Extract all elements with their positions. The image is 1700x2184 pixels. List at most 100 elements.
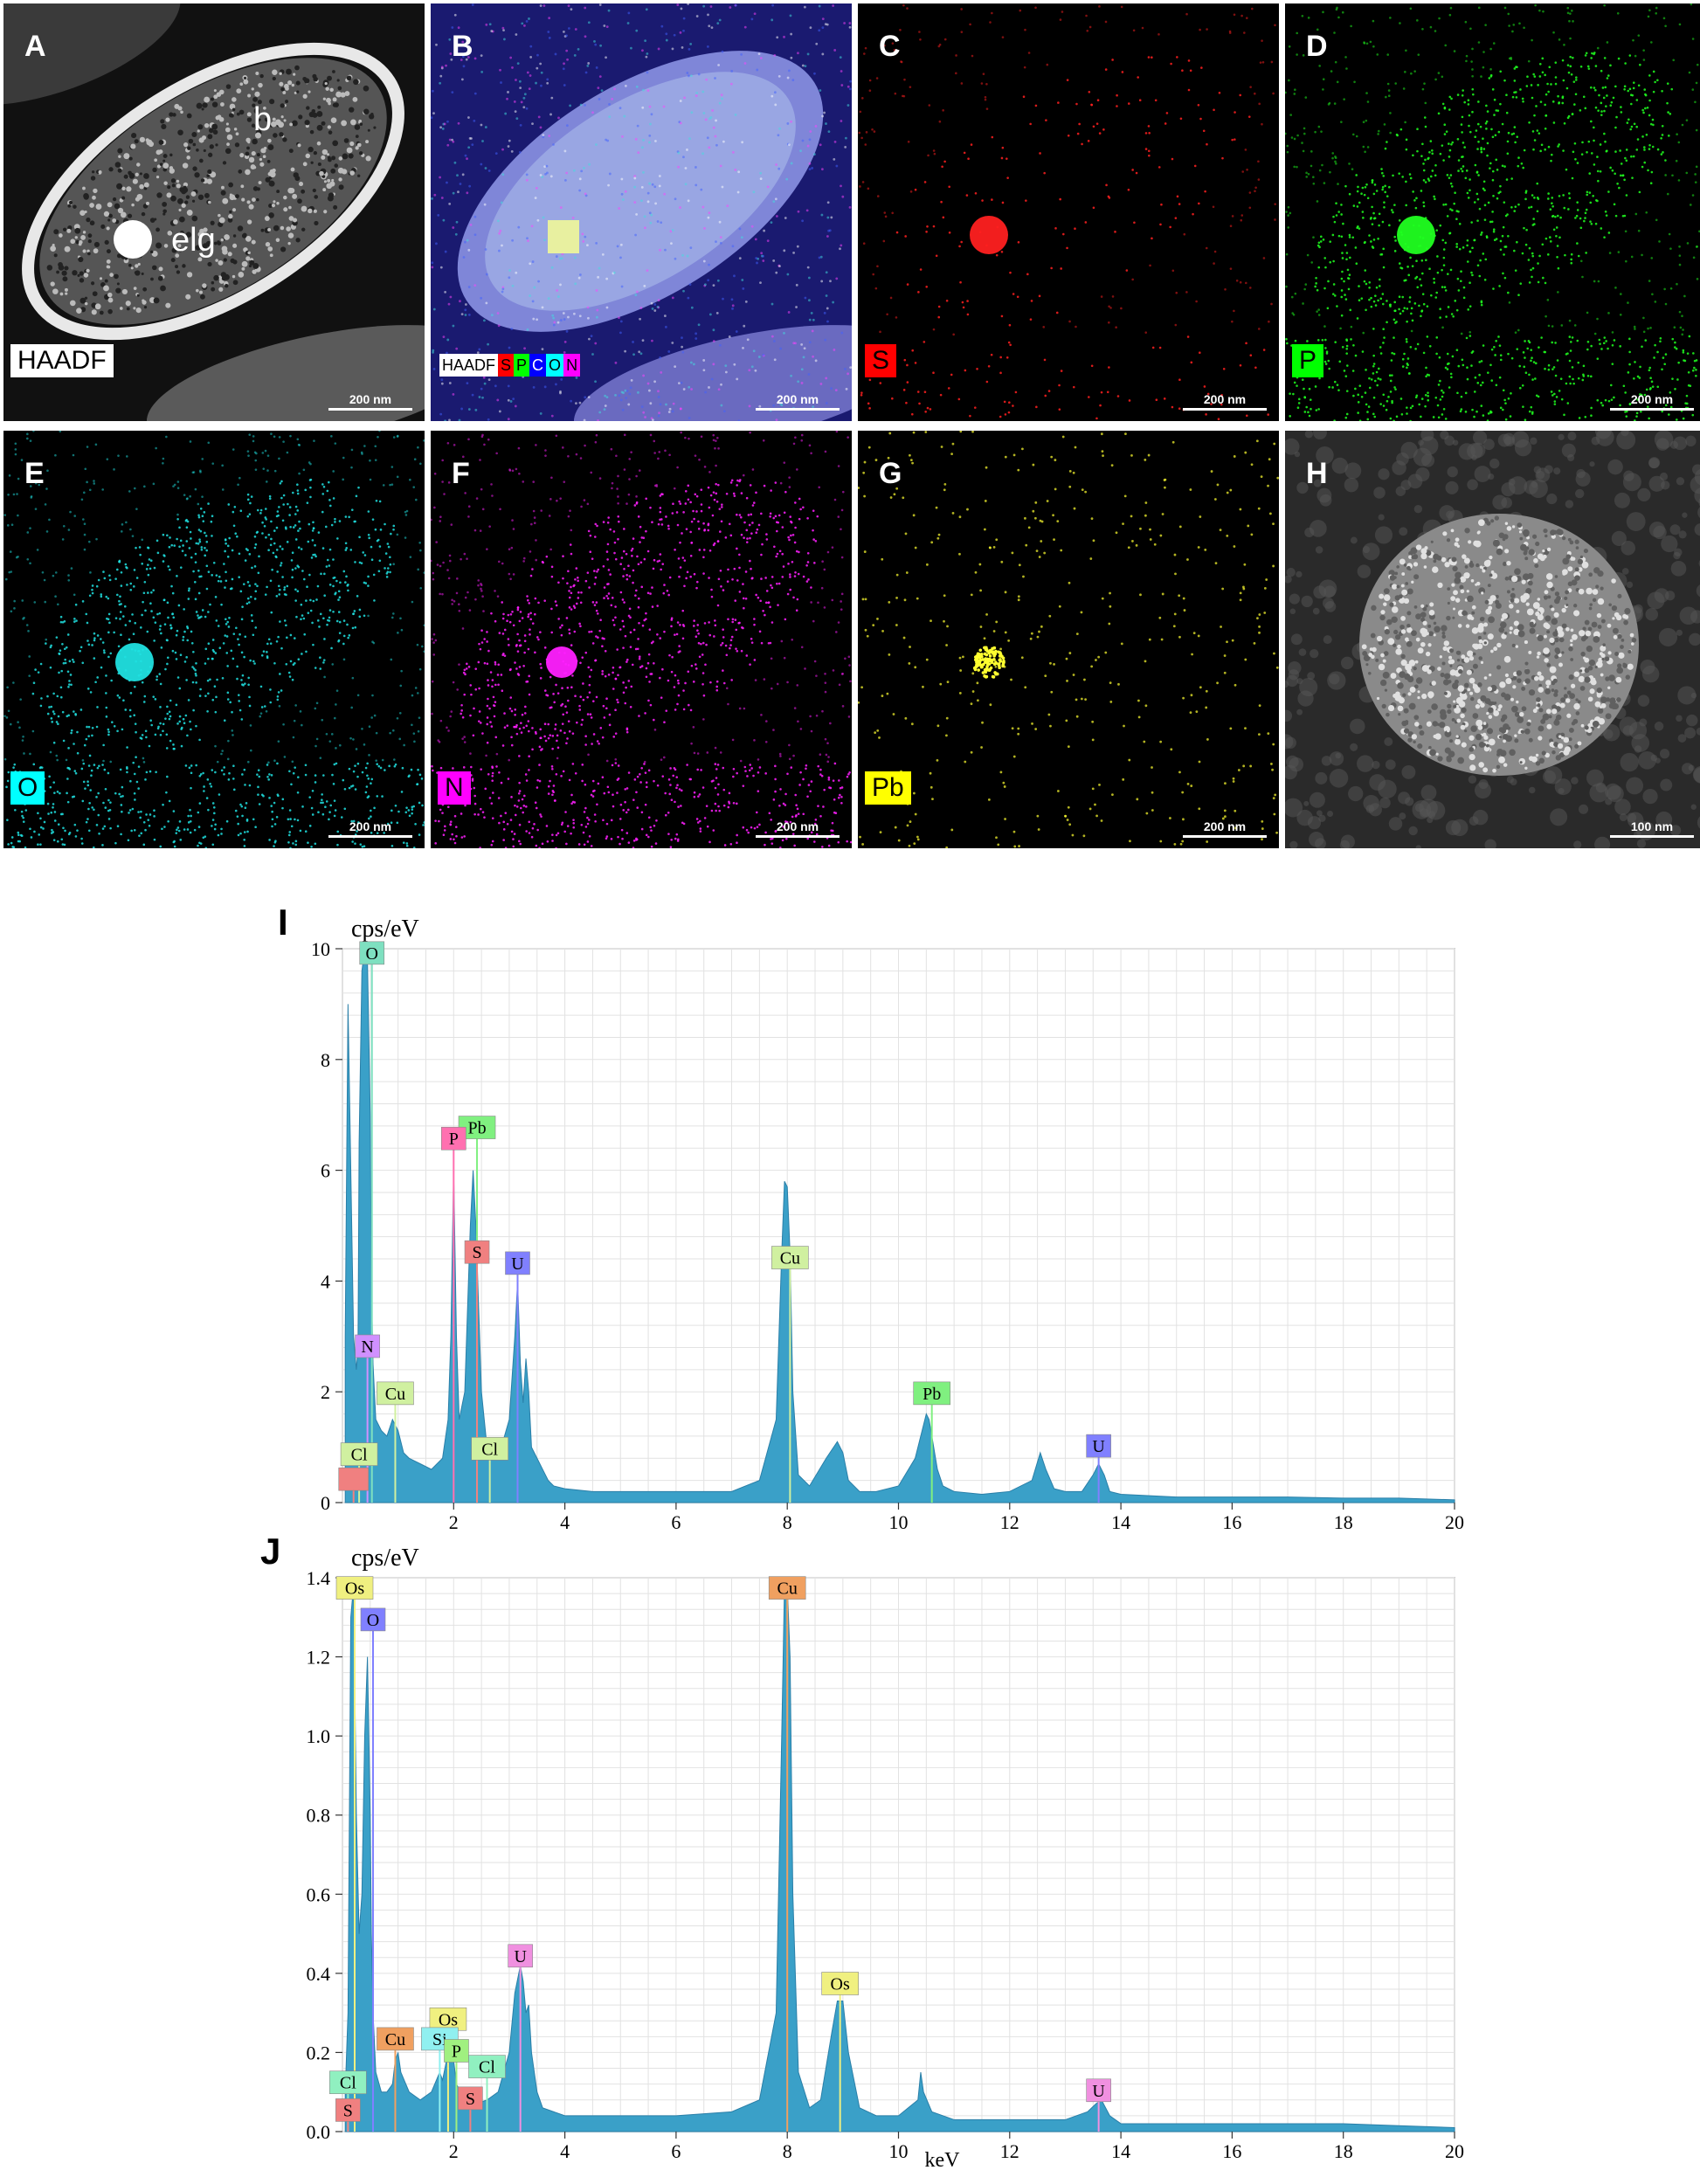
x-tick-label: 8 [783, 1511, 792, 1533]
peak-label: Cu [780, 1249, 800, 1268]
panel-letter: G [879, 457, 902, 490]
scale-bar: 200 nm [328, 819, 412, 838]
peak-label-box [821, 1972, 859, 1995]
peak-label: Cl [479, 2058, 495, 2077]
granule-signal [970, 216, 1008, 254]
peak-label-box [458, 2086, 483, 2111]
x-tick-label: 4 [560, 1511, 570, 1533]
panel-letter: H [1306, 457, 1328, 490]
scale-bar: 100 nm [1610, 819, 1694, 838]
scale-bar-line [756, 408, 840, 411]
peak-label-box [913, 1381, 950, 1406]
y-tick-label: 10 [311, 938, 330, 960]
panel-letter: A [24, 30, 46, 63]
peak-label-box [355, 1334, 380, 1358]
granule-signal [115, 643, 154, 681]
y-tick-label: 6 [321, 1160, 330, 1182]
eds-spectrum-i: 2 4 6 8 10 12 14 16 18 20 0 2 4 6 8 10 cps/eV O Pb P S U Cu N Cu… [288, 909, 1485, 1538]
panel-letter: F [452, 457, 470, 490]
peak-label-box [340, 1442, 378, 1466]
panel-letter-j: J [260, 1531, 281, 1572]
peak-label: P [449, 1130, 459, 1149]
peak-label: Pb [923, 1385, 941, 1404]
peak-label: Cl [481, 1440, 498, 1459]
x-tick-label: 8 [783, 2140, 792, 2162]
x-tick-label: 14 [1111, 2140, 1130, 2162]
peak-label: S [343, 2101, 353, 2120]
micrograph-image [858, 3, 1279, 421]
peak-label: S [466, 2090, 475, 2109]
peak-label: U [1092, 1437, 1105, 1456]
peak-label-box [468, 2055, 506, 2078]
y-tick-label: 0.6 [307, 1883, 331, 1905]
micrograph-panel-d: D P 200 nm [1285, 3, 1700, 421]
y-tick-label: 0.2 [307, 2042, 331, 2063]
peak-label: Cu [385, 1385, 405, 1404]
peak-label: Si [432, 2030, 447, 2049]
y-tick-label: 0.8 [307, 1805, 331, 1827]
y-tick-label: 4 [321, 1270, 330, 1292]
y-axis-label: cps/eV [351, 1545, 419, 1572]
peak-label: Os [345, 1579, 364, 1599]
x-tick-label: 16 [1222, 1511, 1241, 1533]
peak-label: Pb [467, 1119, 486, 1138]
scale-bar: 200 nm [756, 819, 840, 838]
micrograph-panel-g: G Pb 200 nm [858, 431, 1279, 848]
scale-bar-label: 200 nm [776, 392, 819, 406]
peak-label: Cl [340, 2074, 356, 2093]
y-tick-label: 1.2 [307, 1647, 331, 1669]
y-tick-label: 0.0 [307, 2121, 331, 2143]
scale-bar-line [1183, 835, 1267, 838]
peak-label-box [377, 2027, 414, 2051]
x-tick-label: 12 [1000, 1511, 1019, 1533]
peak-label-box [771, 1246, 809, 1269]
legend-item: P [514, 354, 530, 377]
micrograph-panel-c: C S 200 nm [858, 3, 1279, 421]
peak-label: N [361, 1337, 373, 1357]
peak-label-box [335, 1576, 374, 1600]
x-tick-label: 2 [449, 1511, 459, 1533]
scale-bar: 200 nm [1183, 392, 1267, 411]
x-tick-label: 20 [1445, 1511, 1464, 1533]
spectrum-i-svg: 2 4 6 8 10 12 14 16 18 20 0 2 4 6 8 10 cps/eVO Pb P S U Cu N Cu… [311, 916, 1464, 1533]
panel-letter-i: I [278, 902, 288, 943]
x-tick-label: 20 [1445, 2140, 1464, 2162]
peak-label-box [1086, 2078, 1111, 2103]
peak-label-box [338, 1467, 370, 1491]
peak-label-box [471, 1436, 508, 1461]
peak-label-box [505, 1251, 530, 1275]
x-tick-label: 4 [560, 2140, 570, 2162]
element-tag: S [865, 344, 897, 377]
micrograph-panel-e: E O 200 nm [3, 431, 425, 848]
panel-letter: C [879, 30, 901, 63]
peak-label: Os [831, 1975, 850, 1994]
peak-label-box [444, 2039, 469, 2063]
spectrum-area [344, 948, 1455, 1503]
panel-letter: D [1306, 30, 1328, 63]
peak-label-box [464, 1240, 490, 1264]
panel-letter: E [24, 457, 45, 490]
electron-lucent-granule [114, 220, 152, 259]
x-tick-label: 14 [1111, 1511, 1130, 1533]
peak-label: U [514, 1947, 527, 1966]
x-tick-label: 18 [1334, 1511, 1353, 1533]
micrograph-image [1285, 431, 1700, 848]
peak-label: O [367, 1611, 379, 1630]
peak-label-box [508, 1944, 533, 1968]
scale-bar-label: 200 nm [349, 819, 392, 833]
peak-label: Cu [385, 2030, 405, 2049]
scale-bar-line [328, 835, 412, 838]
spectrum-j-svg: 2 4 6 8 10 12 14 16 18 20 0.0 0.2 0.4 0.6 0.8 1.0 1.2 1.4… [307, 1545, 1465, 2167]
y-axis-label: cps/eV [351, 916, 419, 943]
micrograph-panel-a: A HAADF b elg 200 nm [3, 3, 425, 421]
peak-label-box [1086, 1434, 1111, 1458]
scale-bar-label: 100 nm [1630, 819, 1674, 833]
scale-bar-line [756, 835, 840, 838]
x-tick-label: 18 [1334, 2140, 1353, 2162]
x-tick-label: 10 [889, 2140, 909, 2162]
x-tick-label: 6 [671, 1511, 681, 1533]
peak-label-box [441, 1126, 466, 1151]
y-tick-label: 0 [321, 1492, 330, 1514]
peak-label-box [335, 2098, 361, 2122]
legend-item: HAADF [439, 354, 499, 377]
